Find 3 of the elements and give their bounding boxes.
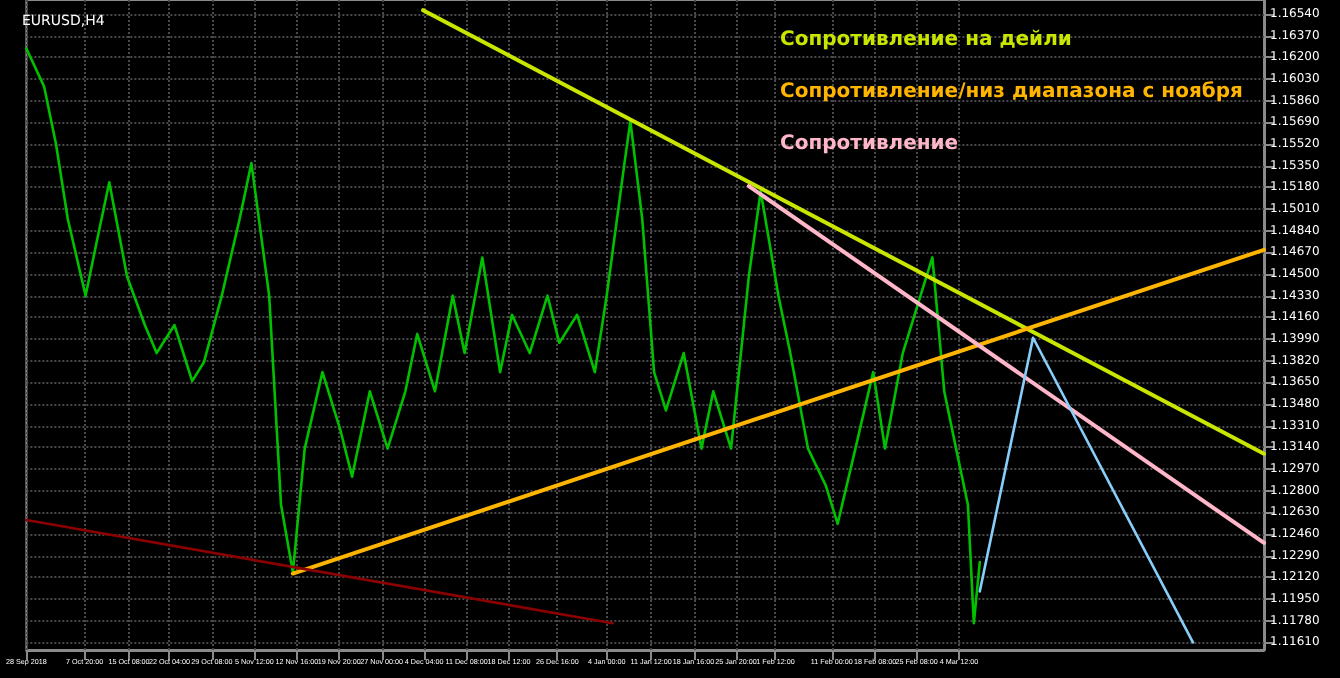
text: Сопротивление на дейли [780, 29, 1072, 51]
text: Сопротивление [780, 133, 959, 155]
text: Сопротивление/низ диапазона с ноября [780, 81, 1243, 103]
